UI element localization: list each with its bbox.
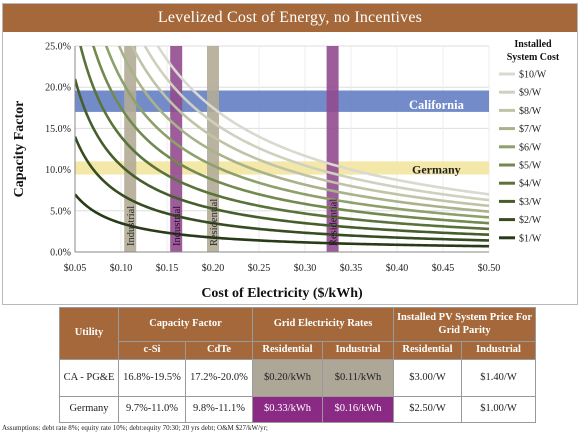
grid-parity-table: Utility Capacity Factor Grid Electricity… (59, 307, 537, 423)
subheader-industrial: Industrial (322, 341, 395, 360)
x-tick-label: $0.35 (340, 263, 363, 274)
subheader-installed-residential: Residential (393, 341, 463, 360)
legend-label: $6/W (519, 142, 542, 153)
lcoe-chart: Industrial Industrial Residential Residenti… (12, 39, 560, 301)
series-line-7W (117, 46, 489, 213)
x-tick-label: $0.20 (202, 263, 225, 274)
row-installed-residential: $3.00/W (393, 359, 463, 397)
band-label-california: California (409, 98, 465, 112)
y-tick-label: 0.0% (50, 248, 71, 259)
x-tick-label: $0.40 (386, 263, 409, 274)
series-line-9W (143, 46, 489, 202)
legend-label: $4/W (519, 179, 542, 190)
row-residential-rate: $0.33/kWh (252, 396, 324, 423)
row-industrial-rate: $0.11/kWh (322, 359, 395, 397)
row-industrial-rate: $0.16/kWh (322, 396, 395, 423)
vertical-band-residential-2 (207, 46, 219, 252)
chart-frame: Levelized Cost of Energy, no Incentives … (2, 3, 578, 305)
legend-label: $1/W (519, 233, 542, 244)
y-tick-label: 25.0% (45, 42, 71, 53)
row-installed-industrial: $1.00/W (461, 396, 537, 423)
series-line-4W (79, 46, 489, 231)
row-utility: CA - PG&E (59, 359, 119, 397)
row-cdte: 9.8%-11.1% (184, 396, 254, 423)
x-tick-label: $0.10 (110, 263, 133, 274)
series-line-3W (75, 78, 489, 236)
legend-label: $2/W (519, 215, 542, 226)
table-subheader-row: c-Si CdTe Residential Industrial Residen… (60, 341, 537, 360)
row-residential-rate: $0.20/kWh (252, 359, 324, 397)
legend-label: $10/W (519, 70, 547, 81)
chart-title: Levelized Cost of Energy, no Incentives (157, 9, 423, 26)
subheader-residential: Residential (252, 341, 324, 360)
legend-label: $3/W (519, 197, 542, 208)
subheader-csi: c-Si (118, 341, 186, 360)
chart-title-bar: Levelized Cost of Energy, no Incentives (3, 4, 577, 32)
vertical-band-label: Residential (209, 199, 220, 246)
legend-label: $7/W (519, 124, 542, 135)
legend-label: $8/W (519, 106, 542, 117)
legend-title: System Cost (507, 52, 560, 63)
y-tick-label: 10.0% (45, 165, 71, 176)
vertical-band-industrial-1 (170, 46, 183, 252)
row-utility: Germany (59, 396, 119, 423)
series-line-6W (104, 46, 489, 219)
vertical-band-label: Industrial (172, 206, 183, 246)
series-line-10W (156, 46, 489, 196)
row-cdte: 17.2%-20.0% (184, 359, 254, 397)
row-csi: 9.7%-11.0% (118, 396, 186, 423)
table-row: CA - PG&E 16.8%-19.5% 17.2%-20.0% $0.20/… (59, 359, 537, 397)
x-tick-label: $0.05 (64, 263, 87, 274)
header-capacity-factor: Capacity Factor (117, 307, 254, 342)
x-tick-label: $0.45 (432, 263, 455, 274)
assumptions-note: Assumptions: debt rate 8%; equity rate 1… (2, 424, 268, 432)
y-tick-label: 15.0% (45, 124, 71, 135)
header-grid-rates: Grid Electricity Rates (252, 307, 395, 342)
subheader-cdte: CdTe (184, 341, 254, 360)
table-header-row: Utility Capacity Factor Grid Electricity… (59, 307, 537, 360)
series-line-5W (92, 46, 489, 225)
x-tick-label: $0.15 (156, 263, 179, 274)
x-tick-label: $0.50 (478, 263, 501, 274)
vertical-band-label: Industrial (126, 206, 137, 246)
legend-label: $5/W (519, 161, 542, 172)
band-label-germany: Germany (412, 163, 461, 177)
subheader-installed-industrial: Industrial (461, 341, 537, 360)
x-tick-label: $0.30 (294, 263, 317, 274)
legend-label: $9/W (519, 88, 542, 99)
row-csi: 16.8%-19.5% (118, 359, 186, 397)
legend-title: Installed (514, 39, 552, 50)
series-line-1W (75, 193, 489, 248)
y-tick-label: 20.0% (45, 83, 71, 94)
row-installed-industrial: $1.40/W (461, 359, 537, 397)
y-tick-label: 5.0% (50, 206, 71, 217)
header-installed-price: Installed PV System Price For Grid Parit… (393, 307, 537, 342)
x-tick-label: $0.25 (248, 263, 271, 274)
header-utility: Utility (59, 307, 119, 360)
x-axis-title: Cost of Electricity ($/kWh) (201, 286, 363, 301)
series-line-2W (75, 136, 489, 242)
series-line-8W (130, 46, 489, 208)
table-row: Germany 9.7%-11.0% 9.8%-11.1% $0.33/kWh … (59, 396, 537, 423)
row-installed-residential: $2.50/W (393, 396, 463, 423)
y-axis-title: Capacity Factor (12, 101, 27, 198)
vertical-band-label: Residential (329, 199, 340, 246)
